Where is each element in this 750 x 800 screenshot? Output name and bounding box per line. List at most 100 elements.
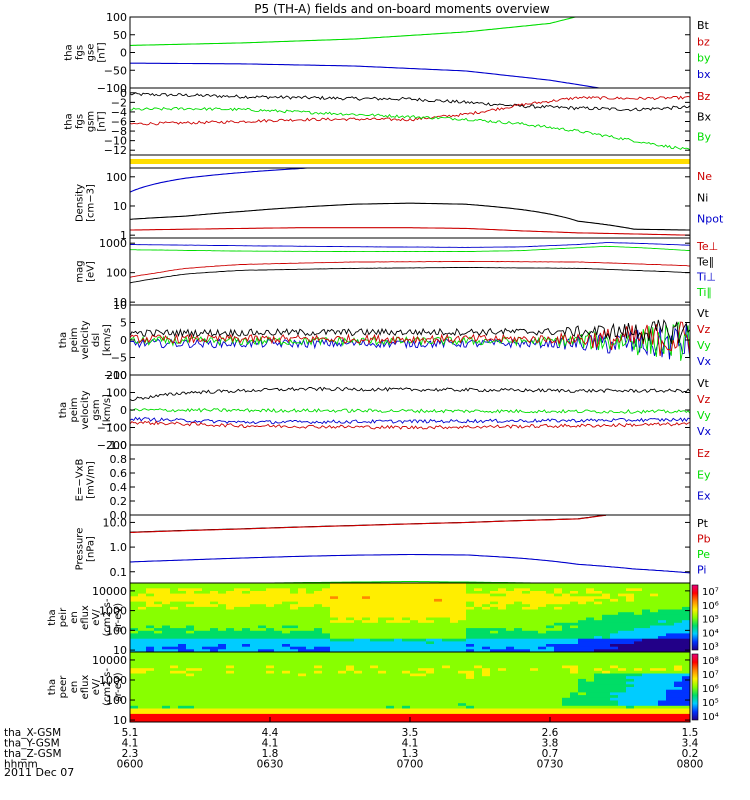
y-tick-label: −2	[111, 96, 127, 109]
panel-peim_velocity_dsl: 10 5 0 −5 −10 tha peim velocity dsl [km/s] Vt Vz Vy V…	[58, 299, 712, 382]
y-tick-label: −50	[104, 64, 127, 77]
legend-Ex: Ex	[697, 490, 711, 503]
y-tick-label: 0.0	[110, 509, 128, 522]
series-bx	[130, 62, 603, 88]
y-tick-label: 1000	[99, 605, 127, 618]
ephemeris-value: 3.5	[402, 727, 419, 739]
legend-Ey: Ey	[697, 468, 711, 481]
y-axis-label: [nPa]	[86, 536, 97, 562]
ephemeris-value: 0730	[537, 759, 564, 771]
y-axis-label: fgs	[75, 114, 86, 129]
legend-Bz: Bz	[697, 90, 711, 103]
y-tick-label: 10000	[92, 654, 127, 667]
y-tick-label: −5	[111, 352, 127, 365]
ephemeris-value: 0600	[117, 759, 144, 771]
y-tick-label: 0	[120, 47, 127, 60]
plot-title: P5 (TH-A) fields and on-board moments ov…	[254, 2, 550, 16]
y-tick-label: 0	[120, 404, 127, 417]
y-tick-label: 0.8	[110, 453, 128, 466]
y-axis-label: [cm−3]	[86, 184, 97, 222]
series-group	[130, 242, 690, 284]
series-group	[130, 17, 603, 88]
y-axis-label: [eV]	[86, 261, 97, 282]
y-axis-label: gse	[86, 44, 97, 62]
series-Pb	[130, 515, 607, 534]
series-group	[130, 318, 690, 362]
y-axis-label: tha	[58, 402, 69, 418]
y-tick-label: 1.0	[110, 541, 128, 554]
y-axis-label: eflux	[80, 605, 91, 630]
y-tick-label: 100	[106, 11, 127, 24]
series-Vy	[130, 407, 690, 414]
ephemeris-value: 0700	[397, 759, 424, 771]
y-tick-label: 100	[106, 694, 127, 707]
legend-Ne: Ne	[697, 170, 712, 183]
series-By	[130, 107, 690, 151]
legend-Pb: Pb	[697, 533, 711, 546]
ephemeris-value: 2.3	[122, 748, 139, 760]
y-tick-label: 0.4	[110, 481, 128, 494]
ephemeris-value: 5.1	[122, 727, 139, 739]
series-Vx	[130, 416, 690, 425]
ephemeris-value: 1.5	[682, 727, 699, 739]
series-Vz	[130, 321, 690, 357]
y-tick-label: 100	[106, 624, 127, 637]
y-axis-label: sr-eV)	[113, 672, 124, 701]
series-Vz	[130, 420, 690, 430]
legend-Vt: Vt	[697, 307, 710, 320]
legend-bz: bz	[697, 35, 710, 48]
series-group	[130, 168, 690, 236]
series-Vt	[130, 386, 690, 401]
legend-by: by	[697, 52, 711, 65]
series-Pt	[130, 515, 607, 533]
y-tick-label: 1.0	[110, 439, 128, 452]
y-axis-label: velocity	[80, 390, 91, 429]
legend-Ti⊥: Ti⊥	[696, 271, 716, 284]
colorbar-tick-label: 10⁸	[702, 656, 719, 667]
ephemeris-value: 4.1	[402, 738, 419, 750]
colorbar-tick-label: 10⁷	[702, 670, 719, 681]
panel-peim_velocity_gsm: 200 100 0 −100 −200 tha peim velocity gsm [km/s] V…	[58, 369, 712, 452]
ephemeris-row-label: tha_X-GSM	[4, 727, 61, 739]
y-tick-label: −100	[97, 422, 127, 435]
y-tick-label: −4	[111, 106, 127, 119]
y-tick-label: −100	[97, 82, 127, 95]
legend-Vy: Vy	[697, 409, 711, 422]
colorbar-tick-label: 10⁴	[702, 628, 719, 639]
y-tick-label: 5	[120, 317, 127, 330]
ephemeris-value: 0.2	[682, 748, 699, 760]
legend-Vt: Vt	[697, 377, 710, 390]
y-tick-label: −6	[111, 116, 127, 129]
legend-Ez: Ez	[697, 447, 710, 460]
y-tick-label: 1000	[99, 237, 127, 250]
y-axis-label: [km/s]	[102, 324, 113, 356]
legend-Npot: Npot	[697, 213, 724, 226]
y-tick-label: 10	[113, 299, 127, 312]
y-axis-label: [nT]	[97, 111, 108, 131]
y-axis-label: fgs	[75, 45, 86, 60]
panel-frame	[129, 16, 691, 89]
y-axis-label: peim	[69, 327, 80, 352]
series-Te⊥	[130, 260, 690, 278]
y-axis-label: tha	[64, 44, 75, 60]
series-Ti⊥	[130, 242, 690, 248]
y-axis-label: [mV/m]	[86, 461, 97, 499]
ephemeris-row-label: hhmm	[4, 759, 38, 771]
y-tick-label: 10000	[92, 585, 127, 598]
y-axis-label: E=−VxB	[75, 459, 86, 502]
y-tick-label: 1000	[99, 674, 127, 687]
y-tick-label: −10	[104, 369, 127, 382]
y-tick-label: 1	[120, 229, 127, 242]
series-Pe	[220, 581, 574, 583]
series-Vx	[130, 324, 690, 360]
legend-bx: bx	[697, 68, 711, 81]
y-tick-label: −10	[104, 135, 127, 148]
y-axis-label: sr-eV)	[113, 603, 124, 632]
ephemeris-value: 2.6	[542, 727, 559, 739]
y-axis-label: dsl	[91, 333, 102, 347]
series-by	[130, 17, 578, 46]
legend-Pe: Pe	[697, 548, 710, 561]
spectrogram	[130, 652, 690, 722]
y-axis-label: Density	[75, 184, 86, 222]
y-tick-label: 100	[106, 171, 127, 184]
